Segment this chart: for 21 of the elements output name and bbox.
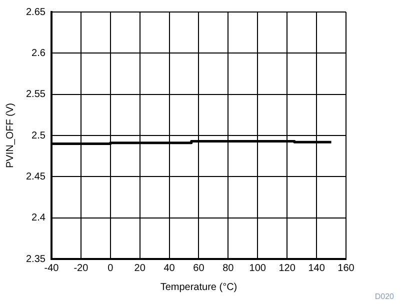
x-tick-label: -20 [74,262,89,274]
x-axis-title: Temperature (°C) [160,282,238,293]
x-tick-label: 40 [164,262,176,274]
y-tick-label: 2.35 [26,254,46,265]
y-tick-label: 2.4 [32,212,46,224]
y-tick-label: 2.6 [32,48,46,59]
y-tick-label: 2.5 [32,130,46,142]
text: D020 [374,292,394,301]
x-tick-label: 120 [278,262,296,274]
x-tick-label: 0 [108,262,114,274]
y-axis-title: PVIN_OFF (V) [4,102,16,168]
x-tick-label: 20 [134,262,146,274]
y-tick-label: 2.65 [26,6,46,18]
y-tick-label: 2.55 [26,89,46,100]
x-tick-label: -40 [44,262,60,274]
x-tick-label: 60 [193,262,205,274]
x-tick-label: 100 [249,262,266,274]
x-tick-label: 160 [338,262,355,274]
x-tick-label: 140 [308,262,326,274]
x-tick-label: 80 [222,262,234,274]
y-tick-label: 2.45 [26,171,46,182]
